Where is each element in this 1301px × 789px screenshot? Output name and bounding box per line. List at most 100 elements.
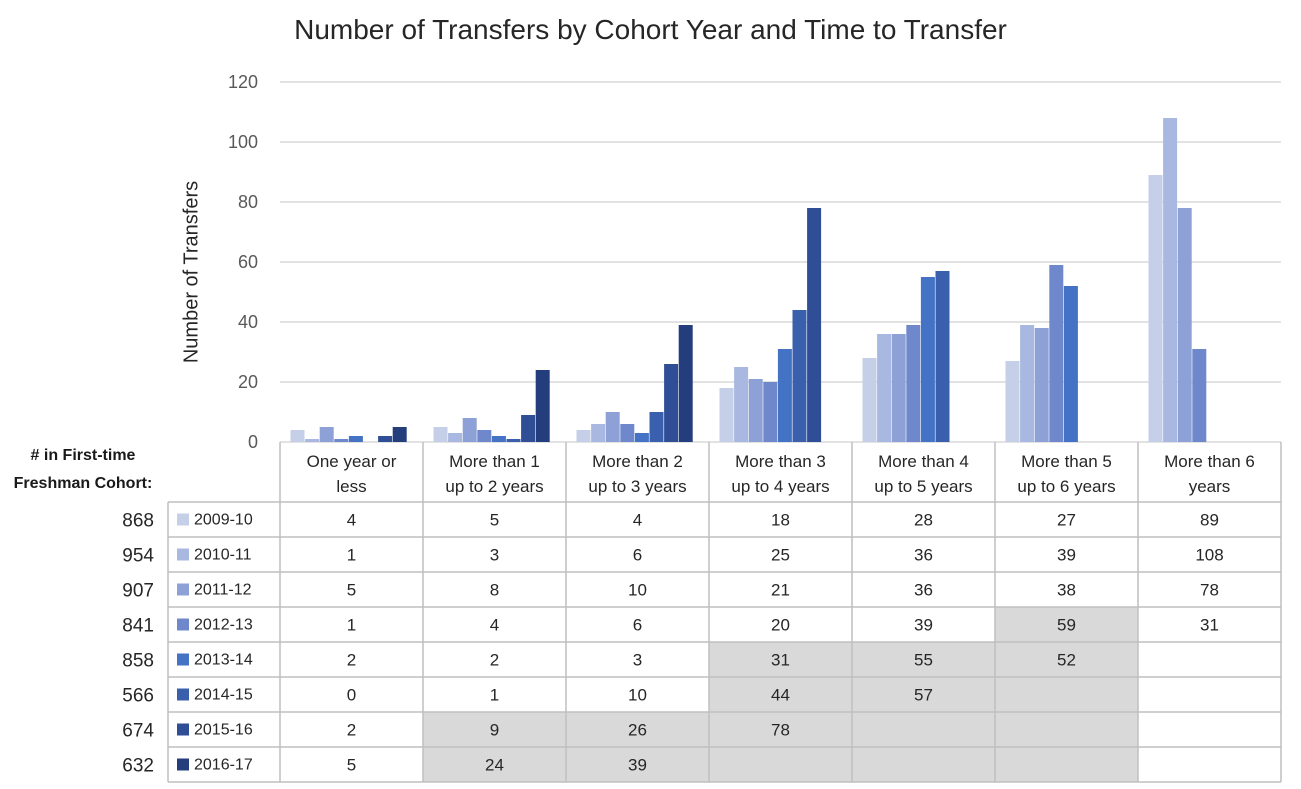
bar-2015-16-2 — [664, 364, 679, 442]
cohort-count: 632 — [122, 756, 154, 777]
legend-label: 2010-11 — [194, 547, 252, 564]
data-label: 108 — [1195, 546, 1223, 565]
bar-2009-10-1 — [433, 427, 448, 442]
data-label: 2 — [347, 651, 356, 670]
data-label: 1 — [347, 546, 356, 565]
data-label: 0 — [347, 686, 356, 705]
bar-2011-12-5 — [1034, 328, 1049, 442]
data-label: 38 — [1057, 581, 1076, 600]
data-label: 20 — [771, 616, 790, 635]
legend-swatch — [177, 688, 189, 701]
legend-label: 2009-10 — [194, 512, 253, 529]
y-tick-label: 80 — [238, 192, 258, 212]
data-label: 78 — [771, 721, 790, 740]
bar-2009-10-2 — [576, 430, 591, 442]
legend-label: 2015-16 — [194, 722, 253, 739]
legend-label: 2014-15 — [194, 687, 253, 704]
data-label: 9 — [490, 721, 499, 740]
bar-2013-14-2 — [634, 433, 649, 442]
shaded-cell — [852, 642, 995, 677]
bar-2012-13-3 — [763, 382, 778, 442]
legend-label: 2016-17 — [194, 757, 253, 774]
shaded-cell — [852, 677, 995, 712]
y-tick-label: 20 — [238, 372, 258, 392]
shaded-cell — [852, 712, 995, 747]
bar-2009-10-0 — [290, 430, 305, 442]
legend-swatch — [177, 513, 189, 526]
bar-2009-10-6 — [1148, 175, 1163, 442]
bar-2015-16-3 — [807, 208, 822, 442]
shaded-cell — [995, 712, 1138, 747]
data-label: 8 — [490, 581, 499, 600]
cohort-header-line2: Freshman Cohort: — [13, 475, 153, 492]
cohort-count: 566 — [122, 686, 154, 707]
data-label: 36 — [914, 546, 933, 565]
bar-2012-13-6 — [1192, 349, 1207, 442]
data-label: 44 — [771, 686, 790, 705]
bar-2010-11-0 — [305, 439, 320, 442]
data-label: 36 — [914, 581, 933, 600]
data-label: 59 — [1057, 616, 1076, 635]
bar-2016-17-2 — [678, 325, 693, 442]
bar-2009-10-5 — [1005, 361, 1020, 442]
category-label-line2: up to 5 years — [874, 477, 972, 496]
data-label: 39 — [1057, 546, 1076, 565]
chart-title: Number of Transfers by Cohort Year and T… — [294, 14, 1007, 45]
bar-2015-16-1 — [521, 415, 536, 442]
legend-swatch — [177, 548, 189, 561]
category-label-line1: More than 4 — [878, 452, 969, 471]
shaded-cell — [852, 747, 995, 782]
shaded-cell — [709, 712, 852, 747]
bar-2014-15-2 — [649, 412, 664, 442]
data-label: 27 — [1057, 511, 1076, 530]
bar-2014-15-1 — [506, 439, 521, 442]
data-label: 3 — [490, 546, 499, 565]
data-label: 3 — [633, 651, 642, 670]
bar-2012-13-2 — [620, 424, 635, 442]
data-label: 21 — [771, 581, 790, 600]
bar-2011-12-2 — [605, 412, 620, 442]
category-label-line2: years — [1189, 477, 1231, 496]
bar-2009-10-4 — [862, 358, 877, 442]
legend-label: 2013-14 — [194, 652, 253, 669]
data-label: 4 — [633, 511, 642, 530]
cohort-count: 907 — [122, 581, 154, 602]
cohort-count: 868 — [122, 511, 154, 532]
y-tick-label: 0 — [248, 432, 258, 452]
shaded-cell — [709, 642, 852, 677]
shaded-cell — [709, 747, 852, 782]
shaded-cell — [566, 747, 709, 782]
bar-2011-12-3 — [748, 379, 763, 442]
shaded-cell — [995, 747, 1138, 782]
data-label: 5 — [347, 581, 356, 600]
bar-2011-12-1 — [462, 418, 477, 442]
data-label: 10 — [628, 686, 647, 705]
shaded-cell — [995, 607, 1138, 642]
bar-2010-11-4 — [877, 334, 892, 442]
data-label: 31 — [771, 651, 790, 670]
bar-2013-14-3 — [777, 349, 792, 442]
legend-swatch — [177, 583, 189, 596]
bar-2013-14-5 — [1063, 286, 1078, 442]
data-label: 39 — [628, 756, 647, 775]
category-label-line1: More than 5 — [1021, 452, 1112, 471]
y-tick-label: 120 — [228, 72, 258, 92]
bar-2012-13-4 — [906, 325, 921, 442]
bar-2012-13-5 — [1049, 265, 1064, 442]
y-tick-label: 60 — [238, 252, 258, 272]
category-label-line2: up to 3 years — [588, 477, 686, 496]
category-label-line1: More than 6 — [1164, 452, 1255, 471]
category-label-line2: less — [336, 477, 366, 496]
data-label: 1 — [490, 686, 499, 705]
bar-2012-13-0 — [334, 439, 349, 442]
legend-swatch — [177, 723, 189, 736]
cohort-count: 674 — [122, 721, 154, 742]
bar-2009-10-3 — [719, 388, 734, 442]
category-label-line1: One year or — [307, 452, 397, 471]
bar-2010-11-6 — [1163, 118, 1178, 442]
bar-2011-12-0 — [319, 427, 334, 442]
data-label: 78 — [1200, 581, 1219, 600]
data-label: 25 — [771, 546, 790, 565]
data-label: 28 — [914, 511, 933, 530]
